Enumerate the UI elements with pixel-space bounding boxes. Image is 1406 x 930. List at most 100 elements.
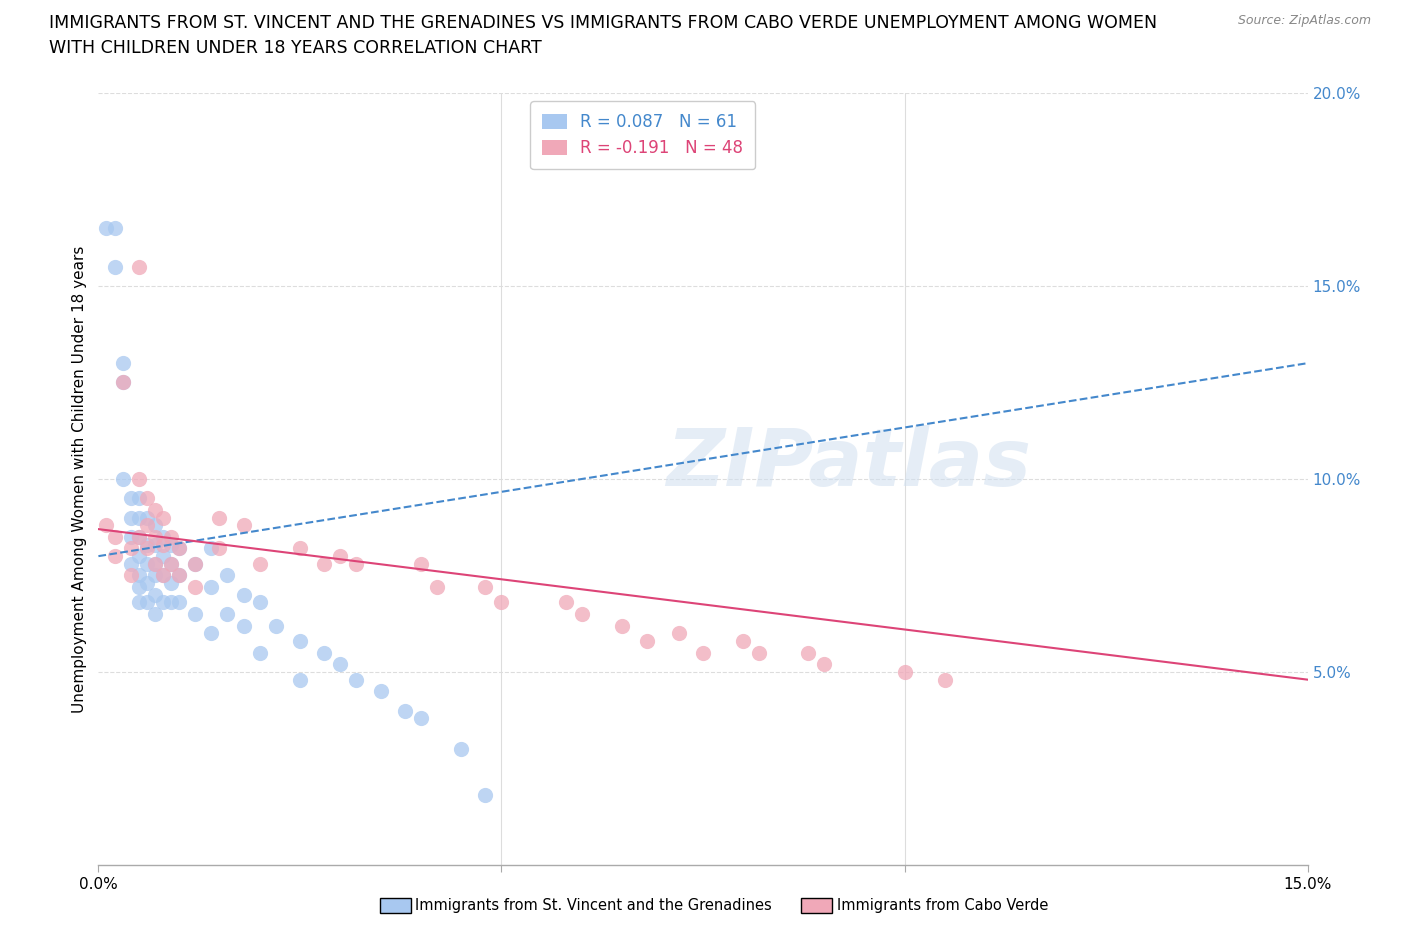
Point — [232, 618, 254, 633]
Point — [167, 568, 190, 583]
Point — [111, 472, 134, 486]
Point — [264, 618, 287, 633]
Point — [571, 606, 593, 621]
Point — [184, 556, 207, 571]
Point — [143, 556, 166, 571]
Text: ZIPatlas: ZIPatlas — [665, 424, 1031, 502]
Point — [111, 375, 134, 390]
Point — [135, 538, 157, 552]
Point — [143, 538, 166, 552]
Point — [120, 491, 142, 506]
Point — [160, 595, 183, 610]
Point — [103, 220, 125, 235]
Point — [934, 672, 956, 687]
Point — [692, 645, 714, 660]
Point — [120, 541, 142, 556]
Point — [128, 529, 150, 544]
Point — [152, 549, 174, 564]
Point — [120, 529, 142, 544]
Point — [184, 579, 207, 594]
Point — [636, 633, 658, 648]
Point — [143, 568, 166, 583]
Point — [143, 502, 166, 517]
Point — [143, 588, 166, 603]
Point — [167, 541, 190, 556]
Point — [160, 556, 183, 571]
Point — [135, 576, 157, 591]
Point — [184, 606, 207, 621]
Point — [288, 672, 311, 687]
Point — [249, 645, 271, 660]
Point — [111, 356, 134, 371]
Point — [152, 511, 174, 525]
Point — [143, 556, 166, 571]
Point — [555, 595, 578, 610]
Point — [135, 511, 157, 525]
Point — [143, 518, 166, 533]
Point — [409, 556, 432, 571]
Point — [111, 375, 134, 390]
Point — [733, 633, 755, 648]
Point — [329, 657, 352, 671]
Point — [152, 538, 174, 552]
Point — [200, 626, 222, 641]
Point — [128, 472, 150, 486]
Point — [135, 518, 157, 533]
Point — [344, 672, 367, 687]
Point — [314, 645, 336, 660]
Point — [491, 595, 513, 610]
Point — [103, 259, 125, 274]
Point — [103, 549, 125, 564]
Point — [152, 568, 174, 583]
Point — [128, 549, 150, 564]
Point — [135, 541, 157, 556]
Text: Immigrants from Cabo Verde: Immigrants from Cabo Verde — [837, 898, 1047, 913]
Text: Immigrants from St. Vincent and the Grenadines: Immigrants from St. Vincent and the Gren… — [415, 898, 772, 913]
Point — [797, 645, 820, 660]
Point — [394, 703, 416, 718]
Point — [135, 491, 157, 506]
Point — [200, 579, 222, 594]
Point — [232, 588, 254, 603]
Point — [409, 711, 432, 725]
Point — [249, 595, 271, 610]
Point — [103, 529, 125, 544]
Point — [160, 576, 183, 591]
Point — [370, 684, 392, 698]
Point — [128, 529, 150, 544]
Point — [612, 618, 634, 633]
Legend: R = 0.087   N = 61, R = -0.191   N = 48: R = 0.087 N = 61, R = -0.191 N = 48 — [530, 101, 755, 169]
Point — [143, 529, 166, 544]
Point — [184, 556, 207, 571]
Point — [160, 556, 183, 571]
Point — [143, 606, 166, 621]
Point — [96, 518, 118, 533]
Point — [128, 259, 150, 274]
Point — [128, 579, 150, 594]
Point — [135, 556, 157, 571]
Point — [217, 568, 239, 583]
Point — [128, 568, 150, 583]
Y-axis label: Unemployment Among Women with Children Under 18 years: Unemployment Among Women with Children U… — [72, 246, 87, 712]
Point — [120, 556, 142, 571]
Point — [232, 518, 254, 533]
Point — [160, 529, 183, 544]
Point — [249, 556, 271, 571]
Point — [288, 633, 311, 648]
Point — [344, 556, 367, 571]
Point — [813, 657, 835, 671]
Point — [450, 742, 472, 757]
Point — [167, 568, 190, 583]
Point — [160, 538, 183, 552]
Point — [152, 568, 174, 583]
Point — [200, 541, 222, 556]
Point — [314, 556, 336, 571]
Point — [120, 511, 142, 525]
Point — [426, 579, 449, 594]
Point — [152, 529, 174, 544]
Point — [217, 606, 239, 621]
Point — [668, 626, 690, 641]
Point — [128, 491, 150, 506]
Text: WITH CHILDREN UNDER 18 YEARS CORRELATION CHART: WITH CHILDREN UNDER 18 YEARS CORRELATION… — [49, 39, 541, 57]
Point — [120, 568, 142, 583]
